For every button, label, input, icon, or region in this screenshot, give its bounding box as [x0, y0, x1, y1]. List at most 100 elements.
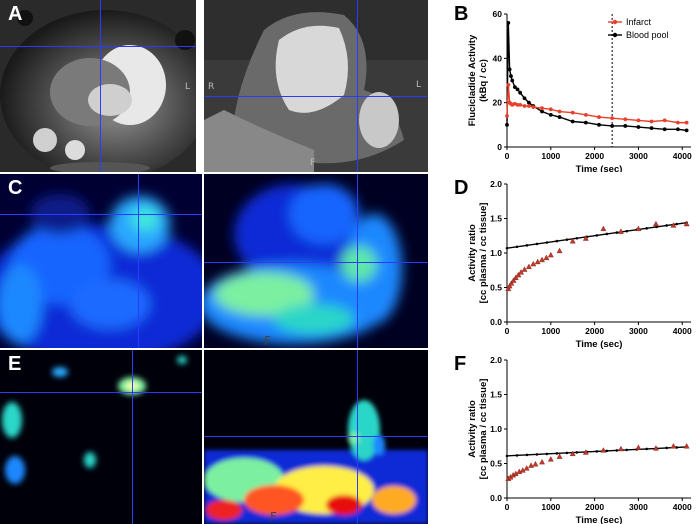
data-point-blood-pool — [636, 125, 641, 129]
pet-image-e-right: F — [204, 350, 428, 524]
data-point-blood-pool — [583, 120, 588, 125]
y-tick-label: 0.0 — [490, 317, 502, 327]
fit-point — [545, 452, 549, 456]
fit-point — [665, 446, 668, 450]
ratio-data-point — [532, 460, 539, 467]
x-tick-label: 0 — [505, 326, 510, 336]
ratio-data-point — [569, 238, 576, 244]
data-point-blood-pool — [506, 20, 511, 25]
ratio-data-point — [506, 282, 513, 289]
chart-f-ratio: 0.0 0.5 1.0 1.5 2.0 0 1000 2000 3000 4000 Time (se… — [467, 355, 692, 524]
data-point-infarct — [675, 120, 680, 125]
legend-marker — [612, 19, 618, 25]
crosshair-v — [357, 350, 358, 524]
data-point-infarct — [506, 83, 511, 87]
fit-point — [505, 454, 509, 458]
ratio-data-point — [635, 225, 642, 232]
panel-label-c: C — [8, 177, 23, 199]
y-axis-label: Activity ratio[cc plasma / cc tissue] — [467, 379, 489, 480]
fit-point — [515, 245, 519, 249]
data-point-blood-pool — [510, 78, 515, 83]
ratio-data-point — [653, 445, 659, 451]
ratio-data-point — [600, 225, 607, 232]
crosshair-v — [132, 350, 133, 524]
fit-point — [645, 227, 649, 230]
ratio-data-point — [525, 263, 532, 270]
fit-point — [675, 222, 678, 226]
panel-label-f: F — [454, 353, 467, 375]
ratio-data-point — [547, 251, 554, 258]
ratio-data-point — [617, 228, 624, 234]
x-tick-label: 1000 — [541, 502, 560, 512]
ratio-data-point — [534, 258, 541, 265]
x-tick-label: 1000 — [541, 326, 560, 336]
data-point-blood-pool — [512, 85, 517, 90]
x-tick-label: 3000 — [629, 151, 648, 161]
fit-point — [565, 238, 569, 241]
ct-image-a-right: R L F — [204, 0, 428, 172]
crosshair-v — [357, 174, 358, 348]
x-tick-label: 2000 — [585, 326, 604, 336]
y-tick-label: 2.0 — [490, 355, 502, 365]
ratio-data-point — [539, 458, 545, 465]
data-point-blood-pool — [662, 127, 667, 132]
ratio-data-point — [582, 235, 589, 241]
data-point-blood-pool — [540, 109, 544, 114]
fit-point — [625, 448, 629, 452]
ratio-data-point — [670, 222, 677, 228]
data-point-infarct — [649, 119, 654, 124]
y-tick-label: 0.5 — [490, 283, 502, 293]
data-point-blood-pool — [570, 119, 575, 124]
y-tick-label: 1.5 — [490, 214, 502, 224]
data-point-infarct — [597, 115, 601, 119]
ratio-data-point — [518, 269, 524, 275]
fit-point — [575, 236, 579, 240]
ct-orientation-mark: L — [416, 80, 422, 90]
legend-marker — [612, 32, 618, 38]
data-point-infarct — [662, 118, 667, 123]
ratio-data-point — [683, 443, 690, 449]
legend-label: Infarct — [626, 17, 652, 27]
crosshair-h — [0, 214, 202, 215]
ratio-data-point — [569, 450, 576, 457]
crosshair-h — [0, 392, 202, 393]
y-tick-label: 60 — [493, 9, 503, 19]
data-point-infarct — [623, 117, 628, 122]
ratio-data-point — [556, 247, 563, 254]
pet-orientation-mark: F — [270, 510, 277, 524]
panel-label-b: B — [454, 3, 469, 25]
ratio-data-point — [512, 274, 519, 281]
data-point-infarct — [527, 104, 531, 108]
panel-label-d: D — [454, 177, 469, 199]
crosshair-v — [357, 0, 358, 172]
fit-point — [555, 239, 559, 243]
ct-orientation-mark: R — [208, 82, 215, 92]
pet-long-axis-slice — [204, 350, 428, 524]
x-tick-label: 4000 — [673, 151, 692, 161]
fit-point — [595, 234, 599, 237]
y-axis-label: Flucicladide Activity(kBq / cc) — [467, 34, 489, 126]
ratio-data-point — [653, 220, 659, 227]
x-tick-label: 4000 — [673, 326, 692, 336]
fit-point — [565, 451, 569, 455]
x-tick-label: 0 — [505, 151, 510, 161]
x-tick-label: 3000 — [629, 502, 648, 512]
data-point-infarct — [557, 109, 562, 114]
data-point-blood-pool — [597, 122, 601, 127]
data-point-blood-pool — [649, 126, 654, 131]
ratio-data-point — [556, 453, 563, 459]
ct-orientation-mark: F — [310, 158, 316, 168]
y-tick-label: 40 — [493, 53, 503, 63]
ratio-data-point — [543, 254, 550, 261]
pet-axial-slice — [0, 174, 202, 348]
fit-point — [655, 225, 658, 229]
fit-point — [505, 246, 509, 250]
fit-point — [625, 229, 629, 233]
x-tick-label: 1000 — [541, 151, 560, 161]
chart-b-activity: 0 20 40 60 0 1000 2000 3000 4000 Time (sec) Flucic… — [467, 9, 692, 172]
y-tick-label: 1.0 — [490, 248, 502, 258]
fit-point — [535, 242, 539, 246]
y-tick-label: 0.5 — [490, 459, 502, 469]
y-tick-label: 1.5 — [490, 390, 502, 400]
ratio-data-point — [523, 465, 530, 471]
